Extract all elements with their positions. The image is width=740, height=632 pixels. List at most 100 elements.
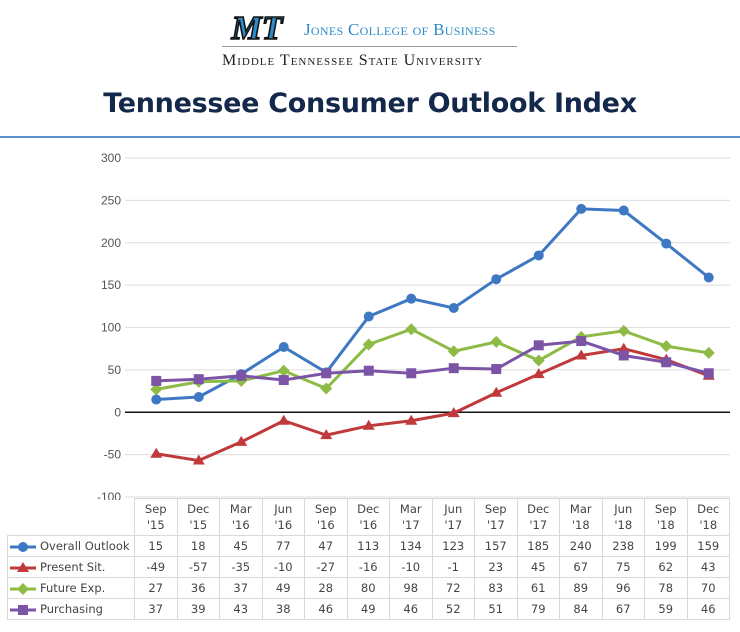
legend-marker [17, 582, 29, 595]
header: MT Jones College of Business Middle Tenn… [0, 0, 740, 80]
series-line-purchasing [156, 339, 710, 383]
category-label: Dec '17 [516, 498, 560, 536]
data-value: -10 [261, 556, 305, 578]
data-value: 45 [516, 556, 560, 578]
data-value: -27 [304, 556, 348, 578]
legend-entry-overall-outlook: Overall Outlook [7, 535, 135, 557]
y-axis-ticks: 300 250 200 150 100 50 0 -50 -100 [97, 151, 121, 500]
point-purchasing [406, 368, 417, 379]
logo-text: MT [231, 10, 284, 47]
category-label: Mar '17 [389, 498, 433, 536]
point-present-sit [617, 342, 630, 353]
point-purchasing [151, 375, 162, 386]
data-value: 77 [261, 535, 305, 557]
data-value: 46 [304, 598, 348, 620]
data-value: 75 [601, 556, 645, 578]
data-value: 96 [601, 577, 645, 599]
legend-marker [17, 561, 29, 572]
data-value: 27 [134, 577, 178, 599]
point-overall-outlook [278, 341, 289, 352]
data-value: 52 [431, 598, 475, 620]
legend-marker [18, 541, 28, 552]
line-chart: 300 250 200 150 100 50 0 -50 -100 [97, 151, 730, 500]
legend-triangle-icon [10, 561, 36, 572]
series-line-present-sit [156, 347, 710, 463]
data-value: 157 [474, 535, 518, 557]
data-value: 59 [644, 598, 688, 620]
point-present-sit [490, 386, 503, 397]
data-value: 89 [559, 577, 603, 599]
point-purchasing [321, 368, 332, 379]
point-purchasing [193, 374, 204, 385]
data-value: -49 [134, 556, 178, 578]
data-value: 23 [474, 556, 518, 578]
data-value: 238 [601, 535, 645, 557]
data-value: 36 [176, 577, 220, 599]
data-value: 84 [559, 598, 603, 620]
series-line-future-exp [155, 327, 709, 391]
university-name: Middle Tennessee State University [222, 52, 484, 69]
data-value: 15 [134, 535, 178, 557]
legend-circle-icon [10, 541, 36, 552]
data-value: 45 [219, 535, 263, 557]
point-future-exp [702, 346, 715, 359]
category-label: Jun '16 [261, 498, 305, 536]
y-tick-label: -100 [97, 490, 121, 500]
point-future-exp [447, 345, 460, 358]
data-value: 43 [219, 598, 263, 620]
point-present-sit [235, 435, 248, 446]
data-value: 46 [686, 598, 730, 620]
data-value: 83 [474, 577, 518, 599]
data-value: 123 [431, 535, 475, 557]
y-tick-label: 200 [101, 236, 121, 250]
point-purchasing [703, 368, 714, 379]
point-present-sit [150, 447, 163, 458]
data-value: 185 [516, 535, 560, 557]
point-overall-outlook [491, 274, 502, 285]
category-label: Sep '15 [134, 498, 178, 536]
data-table: Sep '15 Dec '15 Mar '16 Jun '16 Sep '16 Dec '16 Mar '… [7, 498, 730, 620]
point-overall-outlook [703, 272, 714, 283]
point-present-sit [575, 349, 588, 360]
data-table-header-row: Sep '15 Dec '15 Mar '16 Jun '16 Sep '16 Dec '16 Mar '… [7, 498, 730, 536]
category-label: Dec '18 [686, 498, 730, 536]
y-tick-label: 300 [101, 151, 121, 165]
point-present-sit [405, 414, 418, 425]
category-label: Sep '16 [304, 498, 348, 536]
data-value: 72 [431, 577, 475, 599]
point-overall-outlook [406, 293, 417, 304]
data-value: 70 [686, 577, 730, 599]
point-purchasing [363, 365, 374, 376]
point-overall-outlook [661, 238, 672, 249]
point-purchasing [618, 350, 629, 361]
data-value: 39 [176, 598, 220, 620]
point-overall-outlook [618, 205, 629, 216]
y-tick-label: -50 [104, 448, 122, 462]
legend-entry-present-sit: Present Sit. [7, 556, 135, 578]
point-future-exp [660, 340, 673, 353]
data-value: 199 [644, 535, 688, 557]
point-future-exp [532, 354, 545, 367]
point-overall-outlook [151, 394, 162, 405]
data-value: 67 [601, 598, 645, 620]
category-label: Dec '15 [176, 498, 220, 536]
legend-label: Present Sit. [40, 560, 106, 574]
point-future-exp [277, 364, 290, 377]
data-value: 78 [644, 577, 688, 599]
category-label: Sep '18 [644, 498, 688, 536]
y-tick-label: 0 [114, 405, 121, 419]
data-value: 113 [346, 535, 390, 557]
series-line-overall-outlook [156, 207, 710, 402]
point-overall-outlook [363, 311, 374, 322]
data-value: 38 [261, 598, 305, 620]
point-overall-outlook [448, 303, 459, 314]
series-lines [155, 207, 710, 463]
category-label: Jun '17 [431, 498, 475, 536]
page-title: Tennessee Consumer Outlook Index [103, 88, 637, 119]
point-purchasing [448, 363, 459, 374]
data-value: 61 [516, 577, 560, 599]
category-label: Dec '16 [346, 498, 390, 536]
data-value: 43 [686, 556, 730, 578]
point-future-exp [362, 338, 375, 351]
y-tick-label: 100 [101, 321, 121, 335]
